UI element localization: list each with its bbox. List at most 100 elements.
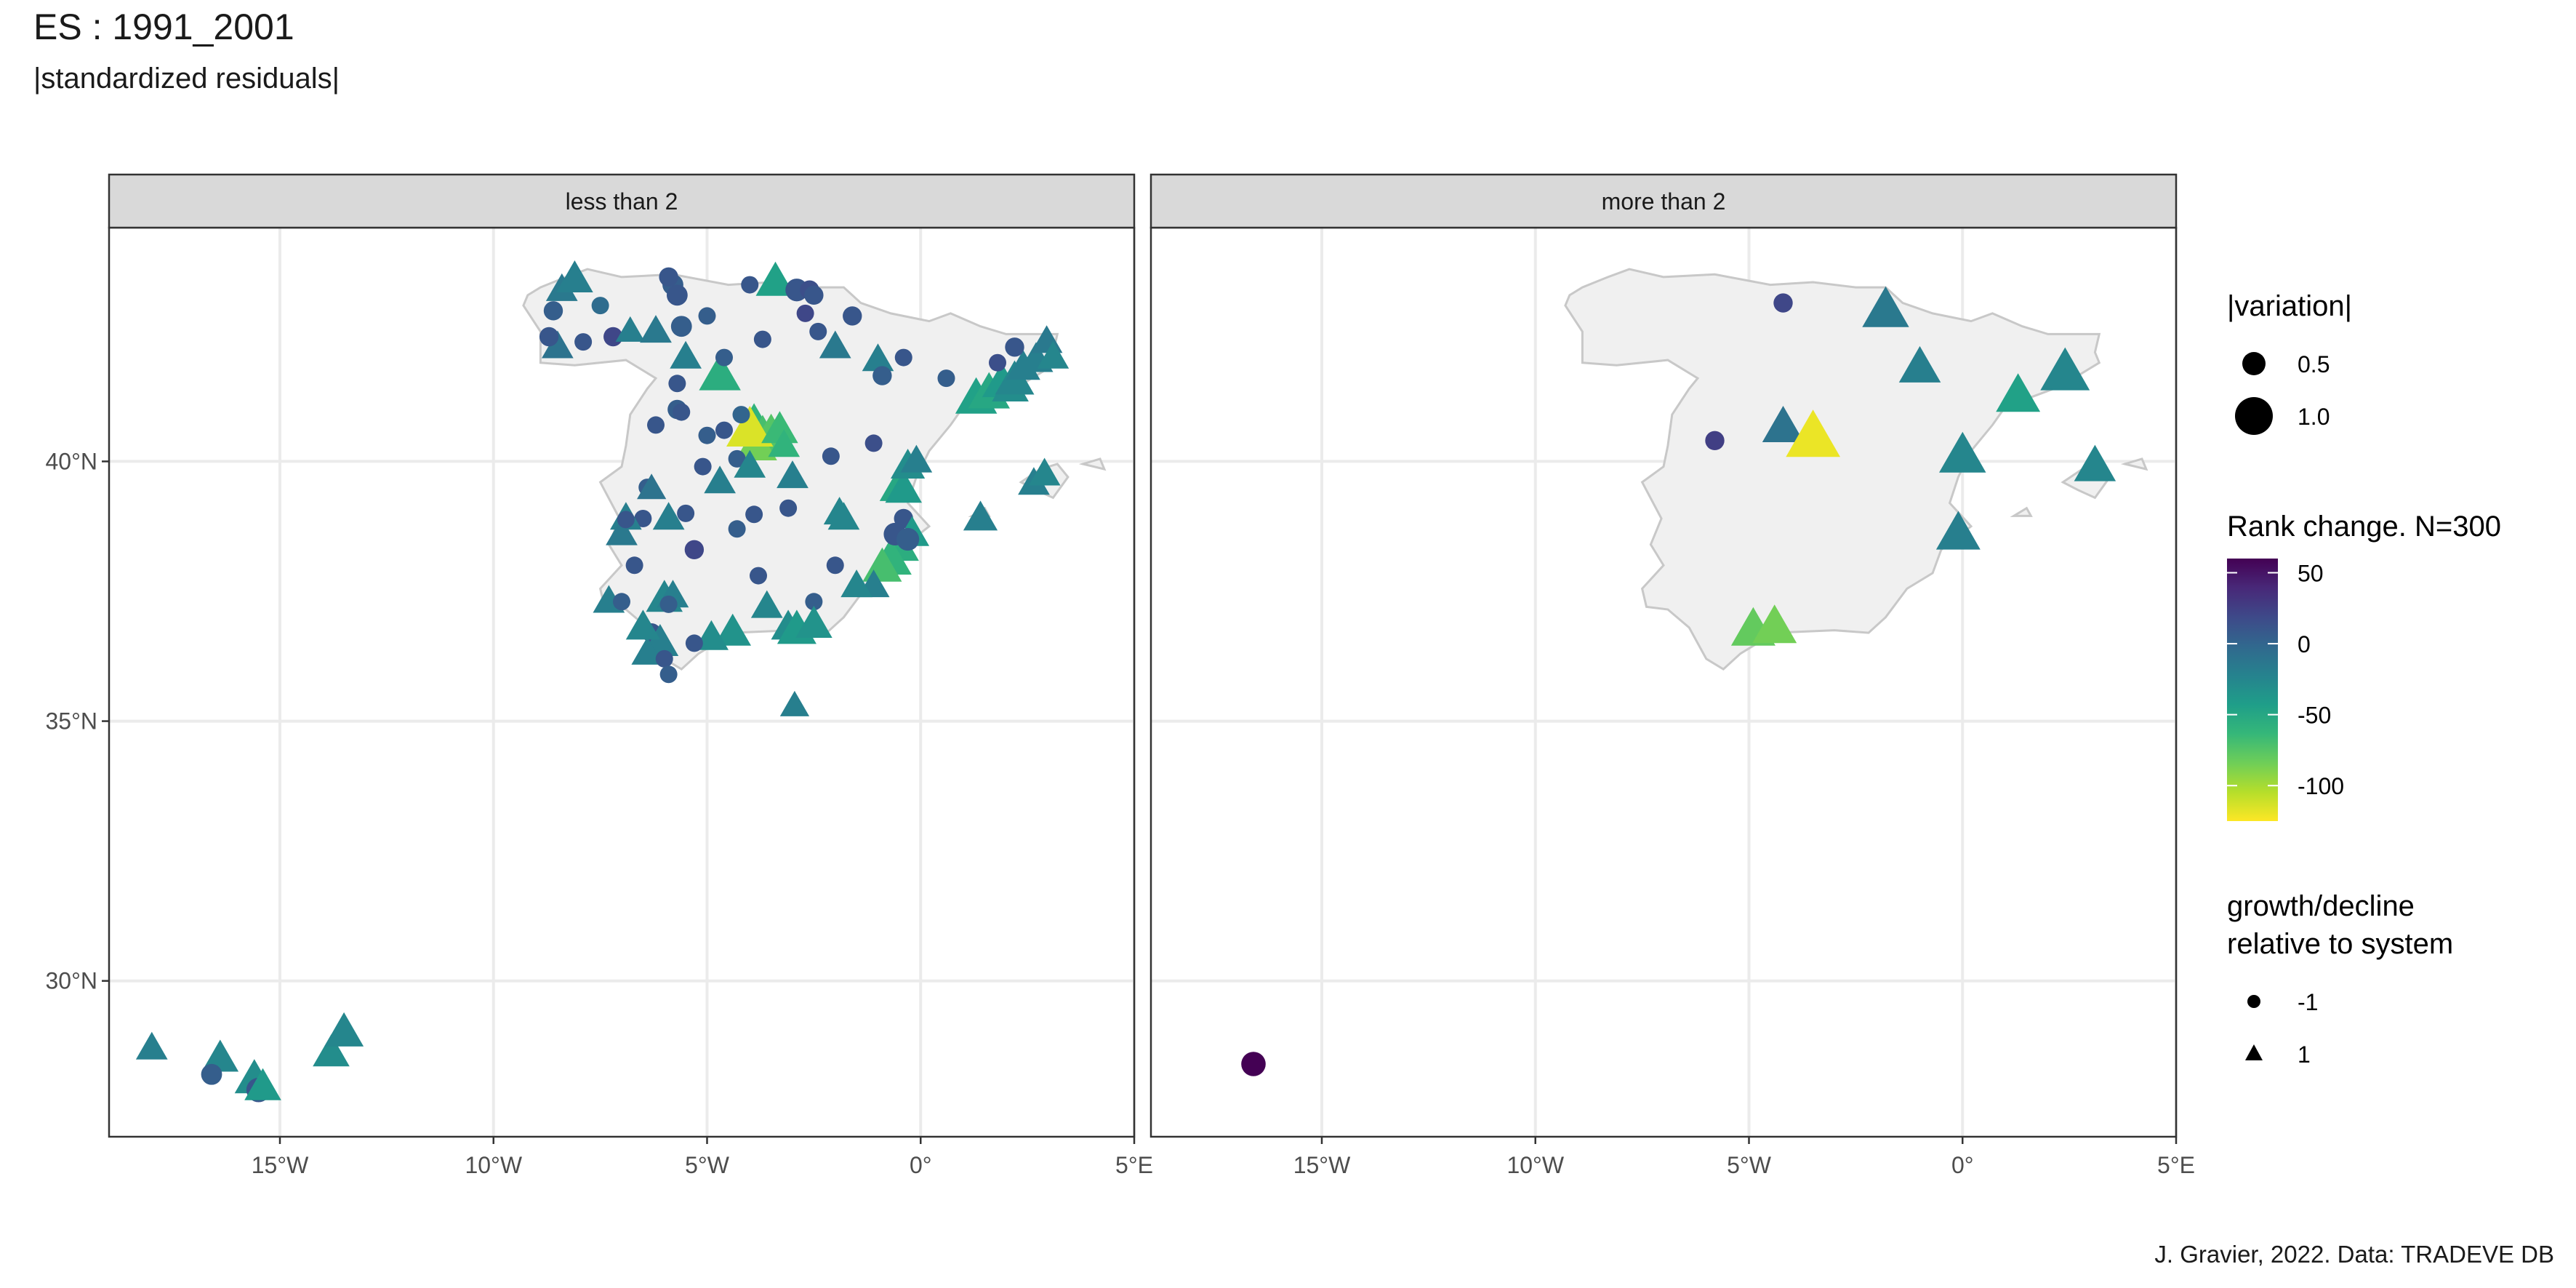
city-point-circle bbox=[1705, 431, 1725, 451]
facet-panels: less than 2 15°W 10°W 5°W 0° 5°E 30°N 35°N 40°N m… bbox=[46, 173, 2195, 1178]
spain-landmass bbox=[1564, 268, 2101, 671]
shape-legend-key-circle bbox=[2247, 995, 2260, 1008]
colorbar-label: 50 bbox=[2298, 561, 2324, 587]
city-point-circle bbox=[668, 375, 686, 393]
x-tick-label: 0° bbox=[910, 1152, 932, 1178]
shape-legend-title: growth/decline bbox=[2227, 890, 2415, 922]
legend: |variation| 0.5 1.0 Rank change. N=300 50 0 -5… bbox=[2227, 290, 2501, 1068]
y-tick-label: 35°N bbox=[46, 708, 98, 735]
city-point-circle bbox=[659, 267, 678, 287]
x-tick-label: 10°W bbox=[465, 1152, 522, 1178]
city-point-triangle bbox=[135, 1031, 168, 1060]
shape-legend-title: relative to system bbox=[2227, 928, 2453, 960]
chart-subtitle: |standardized residuals| bbox=[33, 63, 340, 95]
city-point-circle bbox=[591, 297, 609, 315]
city-point-circle bbox=[937, 369, 955, 388]
city-point-triangle bbox=[670, 340, 702, 369]
city-point-circle bbox=[666, 284, 688, 306]
size-legend-key bbox=[2242, 352, 2266, 375]
city-point-triangle bbox=[1862, 286, 1909, 327]
city-point-triangle bbox=[637, 473, 667, 500]
city-point-triangle bbox=[840, 569, 872, 598]
facet-strip-label: more than 2 bbox=[1602, 188, 1726, 215]
city-point-triangle bbox=[244, 1068, 281, 1100]
city-point-triangle bbox=[1939, 431, 1986, 473]
city-point-triangle bbox=[726, 406, 774, 447]
city-point-circle bbox=[647, 416, 665, 434]
city-point-triangle bbox=[777, 460, 808, 489]
city-point-circle bbox=[896, 527, 920, 551]
city-point-circle bbox=[745, 505, 763, 524]
city-point-circle bbox=[201, 1063, 222, 1085]
city-point-circle bbox=[1773, 293, 1793, 313]
city-point-circle bbox=[805, 593, 823, 611]
city-point-triangle bbox=[963, 500, 998, 531]
x-tick-label: 5°E bbox=[1115, 1152, 1153, 1178]
city-point-triangle bbox=[615, 316, 645, 342]
city-point-triangle bbox=[819, 330, 851, 359]
city-point-triangle bbox=[1028, 457, 1061, 486]
city-point-circle bbox=[728, 449, 746, 468]
x-tick-label: 15°W bbox=[252, 1152, 309, 1178]
colorbar-label: -50 bbox=[2298, 703, 2331, 729]
city-point-circle bbox=[684, 540, 705, 560]
city-point-triangle bbox=[714, 613, 751, 646]
colorbar-label: -100 bbox=[2298, 773, 2344, 799]
city-point-circle bbox=[843, 306, 862, 326]
city-point-triangle bbox=[652, 502, 685, 530]
city-point-circle bbox=[753, 330, 771, 348]
city-point-triangle bbox=[1752, 604, 1797, 644]
city-point-triangle bbox=[750, 590, 783, 618]
city-point-triangle bbox=[755, 261, 795, 296]
city-point-triangle bbox=[862, 343, 894, 372]
city-point-circle bbox=[894, 348, 912, 367]
city-point-circle bbox=[659, 665, 678, 684]
city-point-triangle bbox=[1935, 511, 1981, 550]
city-point-circle bbox=[728, 520, 746, 538]
city-point-circle bbox=[1005, 337, 1024, 357]
x-tick-label: 5°W bbox=[1727, 1152, 1772, 1178]
chart-title: ES : 1991_2001 bbox=[33, 7, 294, 47]
shape-legend-key-triangle bbox=[2245, 1044, 2263, 1060]
city-point-circle bbox=[804, 285, 824, 305]
city-point-circle bbox=[698, 426, 716, 444]
city-point-circle bbox=[864, 434, 883, 452]
colorbar-label: 0 bbox=[2298, 631, 2311, 657]
city-point-circle bbox=[613, 593, 630, 611]
city-point-triangle bbox=[556, 260, 593, 292]
city-point-triangle bbox=[625, 609, 660, 640]
size-legend-key bbox=[2235, 397, 2273, 435]
city-point-circle bbox=[625, 556, 643, 575]
city-point-circle bbox=[634, 510, 652, 527]
city-point-triangle bbox=[1898, 345, 1941, 383]
city-point-circle bbox=[574, 333, 593, 351]
facet-strip bbox=[108, 173, 1136, 229]
city-point-circle bbox=[673, 403, 691, 421]
city-point-circle bbox=[779, 499, 798, 517]
city-point-triangle bbox=[631, 636, 664, 665]
city-point-triangle bbox=[324, 1012, 364, 1047]
size-legend-label: 0.5 bbox=[2298, 351, 2330, 377]
city-point-triangle bbox=[2040, 347, 2090, 391]
city-point-circle bbox=[872, 366, 892, 385]
city-point-triangle bbox=[313, 1034, 350, 1067]
city-point-circle bbox=[617, 511, 635, 529]
shape-legend-label: -1 bbox=[2298, 989, 2318, 1015]
balearic-island bbox=[1078, 457, 1107, 471]
city-point-circle bbox=[659, 595, 678, 613]
city-point-circle bbox=[809, 322, 827, 340]
x-tick-label: 5°W bbox=[685, 1152, 730, 1178]
city-point-triangle bbox=[768, 429, 801, 457]
facet-strip-label: less than 2 bbox=[566, 188, 678, 215]
x-tick-label: 5°E bbox=[2157, 1152, 2195, 1178]
city-point-triangle bbox=[885, 471, 922, 503]
city-point-circle bbox=[677, 504, 695, 522]
colorbar bbox=[2227, 559, 2278, 821]
city-point-circle bbox=[989, 353, 1006, 372]
y-tick-label: 30°N bbox=[46, 968, 98, 994]
city-point-circle bbox=[543, 301, 563, 321]
y-tick-label: 40°N bbox=[46, 448, 98, 474]
city-point-circle bbox=[826, 556, 844, 575]
city-point-circle bbox=[694, 457, 712, 476]
city-point-circle bbox=[715, 421, 733, 439]
